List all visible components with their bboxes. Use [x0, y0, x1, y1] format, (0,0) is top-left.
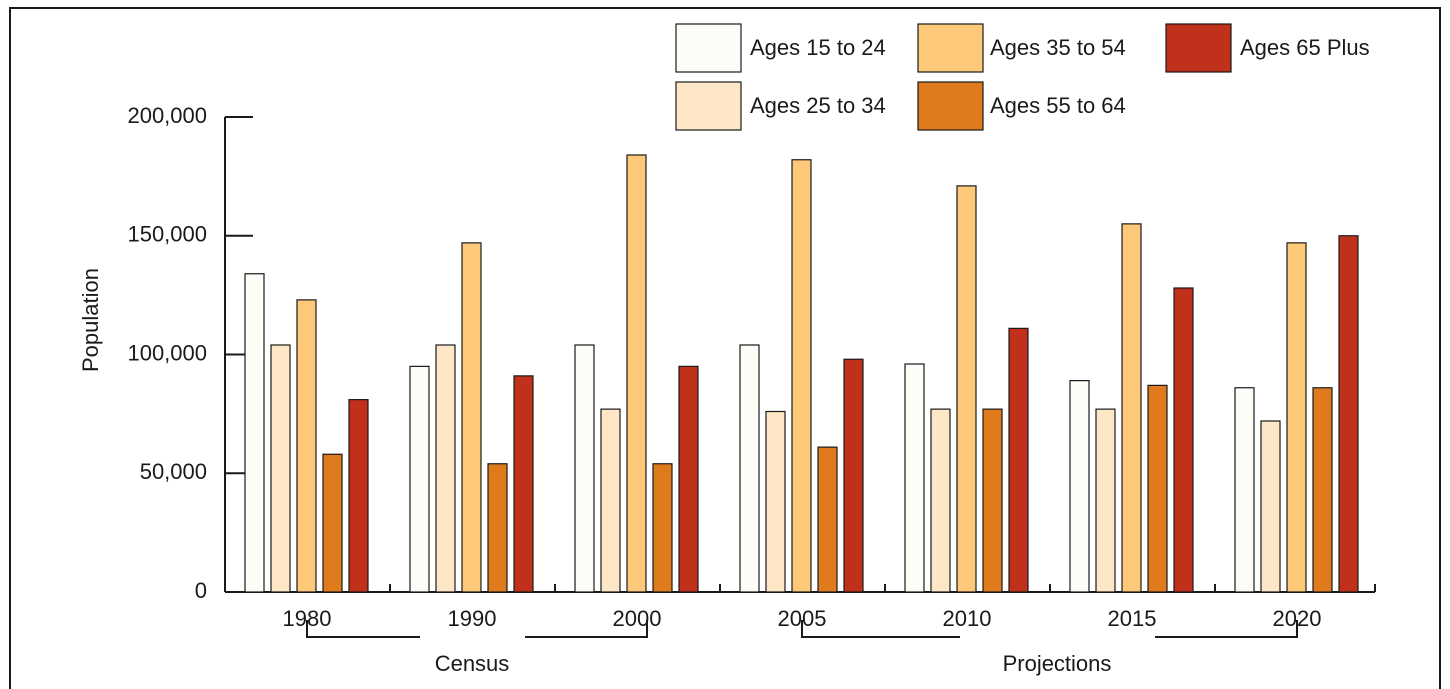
bar	[1312, 387, 1333, 593]
x-tick-label: 2000	[613, 606, 662, 631]
annotation: Census	[435, 651, 510, 676]
x-tick-label: 2010	[943, 606, 992, 631]
y-axis-label: Population	[78, 268, 103, 372]
legend-swatch	[675, 23, 742, 73]
bar	[1173, 287, 1194, 593]
bar	[904, 363, 925, 593]
y-tick-label: 50,000	[140, 459, 207, 484]
x-tick-label: 1990	[448, 606, 497, 631]
legend-swatch	[917, 23, 984, 73]
legend-swatch	[1165, 23, 1232, 73]
bar	[817, 446, 838, 593]
legend-label: Ages 25 to 34	[750, 93, 886, 118]
bar	[461, 242, 482, 593]
bar	[791, 159, 812, 593]
bar	[930, 408, 951, 593]
bar	[244, 273, 265, 593]
x-tick-label: 1980	[283, 606, 332, 631]
bar	[1069, 380, 1090, 593]
projections-bracket	[801, 620, 1298, 638]
bar	[1147, 384, 1168, 593]
y-tick-label: 200,000	[127, 103, 207, 128]
bar	[982, 408, 1003, 593]
bar	[270, 344, 291, 593]
bar	[348, 399, 369, 593]
x-tick-label: 2015	[1108, 606, 1157, 631]
bar	[435, 344, 456, 593]
bar	[1286, 242, 1307, 593]
bar	[1234, 387, 1255, 593]
bar	[626, 154, 647, 593]
bar	[1338, 235, 1359, 593]
bar	[739, 344, 760, 593]
legend-label: Ages 65 Plus	[1240, 35, 1370, 60]
bar	[1008, 327, 1029, 593]
y-tick-label: 100,000	[127, 340, 207, 365]
annotation: Projections	[1003, 651, 1112, 676]
y-tick-label: 150,000	[127, 222, 207, 247]
legend-label: Ages 15 to 24	[750, 35, 886, 60]
y-tick-label: 0	[195, 578, 207, 603]
bar	[1121, 223, 1142, 593]
bar	[409, 365, 430, 593]
legend-label: Ages 55 to 64	[990, 93, 1126, 118]
bar	[600, 408, 621, 593]
bar	[1095, 408, 1116, 593]
legend-label: Ages 35 to 54	[990, 35, 1126, 60]
bar	[296, 299, 317, 593]
bar	[487, 463, 508, 593]
bar	[678, 365, 699, 593]
x-tick-label: 2020	[1273, 606, 1322, 631]
bar	[956, 185, 977, 593]
bar	[843, 358, 864, 593]
bar	[652, 463, 673, 593]
chart-frame	[9, 7, 1441, 689]
bar	[574, 344, 595, 593]
bar	[765, 410, 786, 593]
bar	[513, 375, 534, 593]
legend-swatch	[917, 81, 984, 131]
legend-swatch	[675, 81, 742, 131]
bar	[1260, 420, 1281, 593]
census-bracket	[306, 620, 648, 638]
x-tick-label: 2005	[778, 606, 827, 631]
bar	[322, 453, 343, 593]
